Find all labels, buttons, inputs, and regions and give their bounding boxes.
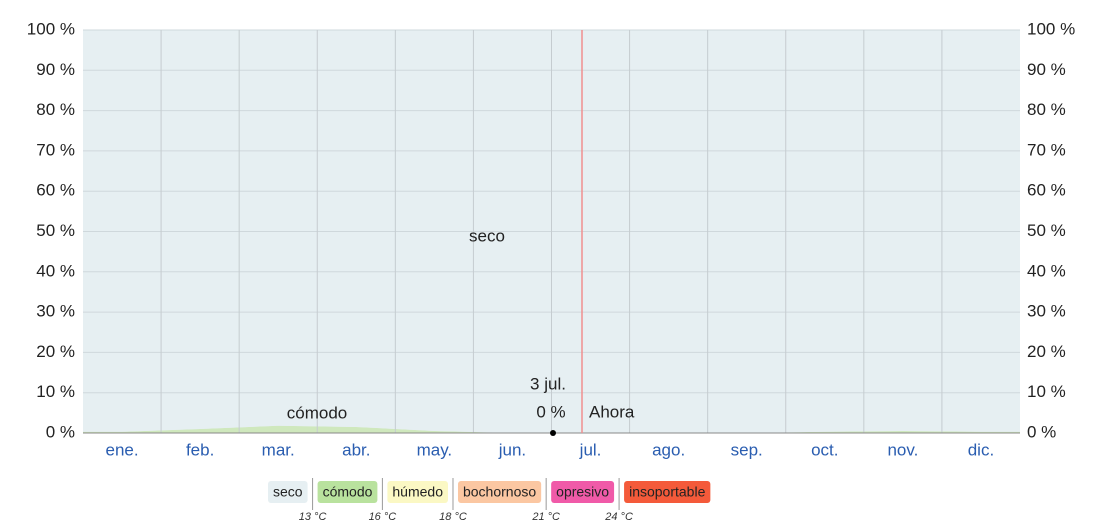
x-tick-label: feb. <box>186 440 214 459</box>
x-tick-label: jul. <box>579 440 602 459</box>
threshold-label: 24 °C <box>604 511 633 523</box>
threshold-label: 18 °C <box>439 511 467 523</box>
legend-label: húmedo <box>392 484 443 500</box>
y2-tick-label: 40 % <box>1027 261 1066 280</box>
y-tick-label: 100 % <box>27 19 75 38</box>
legend-label: opresivo <box>556 484 609 500</box>
legend-label: bochornoso <box>463 484 536 500</box>
x-tick-label: ene. <box>105 440 138 459</box>
legend-label: insoportable <box>629 484 705 500</box>
area-label: cómodo <box>287 403 347 422</box>
y2-tick-label: 20 % <box>1027 342 1066 361</box>
y2-tick-label: 80 % <box>1027 100 1066 119</box>
y-tick-label: 60 % <box>36 181 75 200</box>
y2-tick-label: 10 % <box>1027 382 1066 401</box>
x-tick-label: oct. <box>811 440 838 459</box>
legend-swatch <box>457 481 542 503</box>
area-label: seco <box>469 226 505 245</box>
x-tick-label: ago. <box>652 440 685 459</box>
legend-swatch <box>551 481 615 503</box>
x-tick-label: nov. <box>887 440 918 459</box>
y2-tick-label: 70 % <box>1027 140 1066 159</box>
threshold-label: 13 °C <box>299 511 327 523</box>
x-tick-label: dic. <box>968 440 994 459</box>
x-tick-label: abr. <box>342 440 370 459</box>
point-date: 3 jul. <box>530 374 566 393</box>
y2-tick-label: 100 % <box>1027 19 1075 38</box>
x-tick-label: jun. <box>498 440 526 459</box>
y2-tick-label: 0 % <box>1027 422 1056 441</box>
y-tick-label: 80 % <box>36 100 75 119</box>
y-tick-label: 50 % <box>36 221 75 240</box>
y2-tick-label: 90 % <box>1027 60 1066 79</box>
legend-label: seco <box>273 484 303 500</box>
legend-swatch <box>387 481 448 503</box>
x-tick-label: may. <box>417 440 453 459</box>
y-tick-label: 90 % <box>36 60 75 79</box>
y-tick-label: 0 % <box>46 422 75 441</box>
point-value: 0 % <box>536 402 565 421</box>
y-tick-label: 40 % <box>36 261 75 280</box>
now-label: Ahora <box>589 402 635 421</box>
legend-swatch <box>317 481 378 503</box>
x-tick-label: mar. <box>262 440 295 459</box>
y2-tick-label: 30 % <box>1027 302 1066 321</box>
legend-swatch <box>624 481 711 503</box>
y2-tick-label: 60 % <box>1027 181 1066 200</box>
y2-tick-label: 50 % <box>1027 221 1066 240</box>
threshold-label: 16 °C <box>369 511 397 523</box>
x-tick-label: sep. <box>731 440 763 459</box>
y-tick-label: 10 % <box>36 382 75 401</box>
y-tick-label: 70 % <box>36 140 75 159</box>
legend: seco cómodo húmedo bochornoso opresivo insopo… <box>268 478 711 523</box>
threshold-label: 21 °C <box>531 511 560 523</box>
point <box>550 430 556 436</box>
y-tick-label: 20 % <box>36 342 75 361</box>
y-tick-label: 30 % <box>36 302 75 321</box>
legend-swatch <box>268 481 308 503</box>
legend-label: cómodo <box>323 484 373 500</box>
